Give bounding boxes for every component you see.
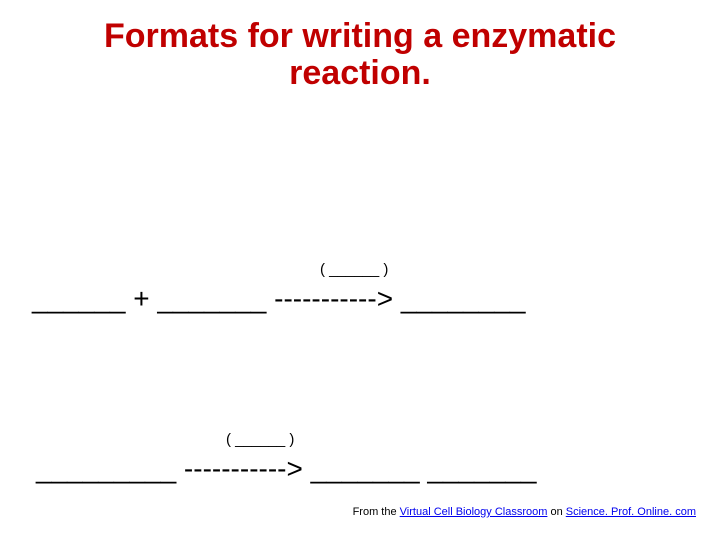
reaction2-equation: _________ -----------> _______ _______ xyxy=(36,453,536,485)
reaction2-catalyst: ( ______ ) xyxy=(226,431,294,448)
footer-attribution: From the Virtual Cell Biology Classroom … xyxy=(353,506,696,518)
footer-link-site[interactable]: Science. Prof. Online. com xyxy=(566,506,696,518)
slide-title: Formats for writing a enzymatic reaction… xyxy=(0,0,720,93)
footer-mid: on xyxy=(547,506,565,518)
title-line-1: Formats for writing a enzymatic xyxy=(104,17,616,55)
reaction1-equation: ______ + _______ -----------> ________ xyxy=(32,283,525,315)
footer-prefix: From the xyxy=(353,506,400,518)
title-line-2: reaction. xyxy=(289,54,431,92)
reaction1-catalyst: ( ______ ) xyxy=(320,261,388,278)
footer-link-classroom[interactable]: Virtual Cell Biology Classroom xyxy=(400,506,548,518)
